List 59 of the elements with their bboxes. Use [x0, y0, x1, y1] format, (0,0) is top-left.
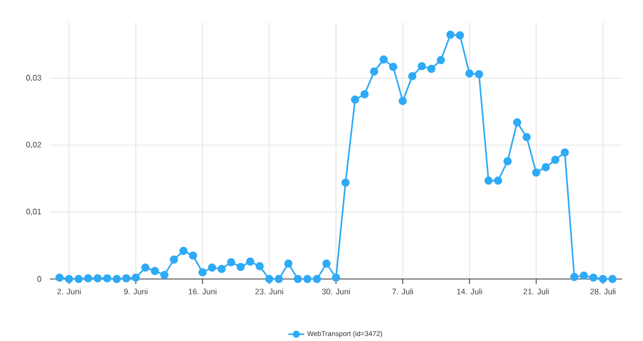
point: [380, 55, 388, 64]
point: [598, 274, 608, 284]
point: [94, 274, 102, 282]
point: [474, 70, 484, 78]
point: [236, 262, 245, 272]
point: [227, 258, 236, 266]
point: [370, 67, 378, 76]
point: [312, 274, 322, 284]
point: [551, 156, 560, 164]
point: [103, 274, 112, 282]
point: [294, 274, 302, 284]
point: [112, 274, 121, 284]
point: [608, 274, 617, 284]
point: [256, 262, 264, 270]
point: [532, 168, 540, 177]
point: [84, 274, 92, 282]
point: [580, 272, 588, 280]
point: [332, 274, 340, 282]
point: [303, 274, 312, 284]
point: [513, 118, 522, 126]
point: [132, 274, 140, 282]
point: [560, 148, 569, 157]
point: [427, 64, 436, 73]
point: [179, 246, 188, 255]
point: [504, 157, 512, 166]
point: [55, 274, 64, 282]
point: [64, 274, 74, 284]
point: [350, 96, 360, 104]
point: [322, 260, 331, 268]
point: [418, 62, 426, 70]
point: [389, 62, 398, 71]
point: [522, 133, 531, 142]
point: [494, 176, 502, 185]
point: [160, 270, 168, 280]
point: [208, 264, 216, 272]
point: [274, 274, 283, 284]
point: [446, 30, 454, 39]
point: [484, 176, 493, 185]
point: [198, 268, 207, 276]
point: [360, 90, 369, 98]
point: [74, 274, 83, 284]
point: [398, 96, 407, 106]
point: [141, 264, 150, 272]
point: [246, 257, 254, 266]
point: [436, 56, 445, 64]
point: [170, 255, 178, 264]
point: [589, 274, 598, 282]
point: [465, 69, 474, 78]
point: [570, 272, 578, 282]
point: [265, 274, 274, 284]
point: [542, 163, 550, 172]
point: [341, 178, 350, 187]
point: [150, 266, 159, 276]
point: [122, 274, 130, 282]
point: [408, 72, 416, 80]
point: [456, 31, 464, 40]
point: [284, 260, 292, 268]
point: [188, 251, 198, 260]
point: [218, 264, 226, 274]
